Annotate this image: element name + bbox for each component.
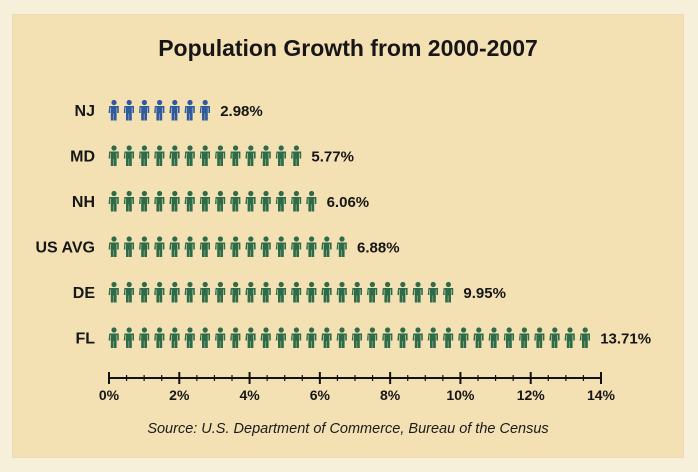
data-label: 6.06% [327,194,370,211]
chart-frame: Population Growth from 2000-2007 NJ 2.98%… [12,14,684,458]
category-label: MD [70,149,95,166]
category-label: FL [75,331,95,348]
x-tick-label: 10% [446,387,475,403]
x-tick-label: 2% [169,387,190,403]
data-label: 6.88% [357,240,400,257]
data-label: 2.98% [220,103,263,120]
bar-de [108,281,454,303]
bar-fl [108,327,590,348]
bar-md [108,145,302,166]
bar-us-avg [108,236,347,257]
bar-nj [108,99,210,121]
x-tick-label: 6% [310,387,331,403]
bar-nh [108,190,317,212]
x-tick-label: 14% [587,387,616,403]
x-tick-label: 12% [517,387,546,403]
x-tick-label: 4% [239,387,260,403]
population-growth-chart: NJ 2.98% MD 5.77% NH 6.06% US AVG 6.88% DE 9.95% F… [35,99,651,403]
category-label: NJ [75,103,95,120]
data-label: 13.71% [600,331,651,348]
data-label: 9.95% [463,285,506,302]
chart-source: Source: U.S. Department of Commerce, Bur… [147,421,549,437]
x-tick-label: 8% [380,387,401,403]
category-label: DE [73,285,96,302]
chart-title: Population Growth from 2000-2007 [158,35,538,61]
x-tick-label: 0% [99,387,120,403]
data-label: 5.77% [311,149,354,166]
category-label: NH [72,194,95,211]
category-label: US AVG [35,240,95,257]
